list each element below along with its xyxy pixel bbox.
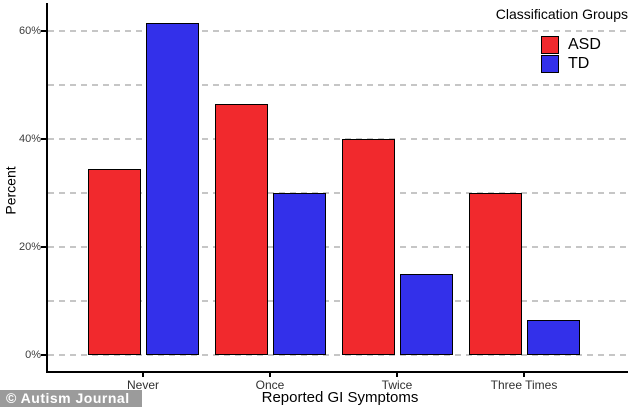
x-tick-label-never: Never	[126, 378, 159, 392]
bar-asd-twice	[341, 139, 395, 355]
x-tick-mark	[523, 373, 525, 377]
gridline-60pct	[48, 30, 626, 32]
legend: Classification Groups ASD TD	[486, 6, 628, 73]
gridline-30pct	[48, 192, 626, 194]
legend-label-td: TD	[568, 54, 590, 72]
x-tick-mark	[142, 373, 144, 377]
legend-item-td: TD	[541, 54, 628, 73]
bar-asd-never	[87, 169, 141, 355]
gridline-40pct	[48, 138, 626, 140]
y-tick-label-20pct: 20%	[18, 241, 41, 253]
gridline-10pct	[48, 300, 626, 302]
bar-td-three-times	[526, 320, 580, 355]
legend-label-asd: ASD	[568, 35, 601, 53]
x-tick-label-three-times: Three Times	[490, 378, 558, 392]
gridline-50pct	[48, 84, 626, 86]
y-tick-label-60pct: 60%	[18, 25, 41, 37]
x-axis-title: Reported GI Symptoms	[261, 389, 419, 406]
y-tick-label-0pct: 0%	[25, 349, 41, 361]
x-tick-label-once: Once	[255, 378, 285, 392]
gridline-20pct	[48, 246, 626, 248]
y-axis-title: Percent	[2, 166, 19, 215]
legend-swatch-asd	[541, 35, 559, 54]
legend-item-asd: ASD	[541, 35, 628, 54]
bar-asd-three-times	[468, 193, 522, 355]
y-tick-label-40pct: 40%	[18, 133, 41, 145]
y-tick-mark	[41, 246, 46, 248]
bar-asd-once	[214, 104, 268, 355]
gridline-0pct	[48, 354, 626, 356]
watermark: © Autism Journal	[0, 390, 142, 407]
legend-items: ASD TD	[486, 35, 628, 73]
x-tick-label-twice: Twice	[381, 378, 413, 392]
bar-td-once	[272, 193, 326, 355]
legend-title: Classification Groups	[495, 6, 628, 22]
plot-panel	[46, 3, 628, 373]
x-tick-mark	[269, 373, 271, 377]
x-tick-mark	[396, 373, 398, 377]
bar-td-twice	[399, 274, 453, 355]
bar-td-never	[145, 23, 199, 355]
y-tick-mark	[41, 30, 46, 32]
y-tick-mark	[41, 138, 46, 140]
y-tick-mark	[41, 354, 46, 356]
legend-swatch-td	[541, 54, 559, 73]
